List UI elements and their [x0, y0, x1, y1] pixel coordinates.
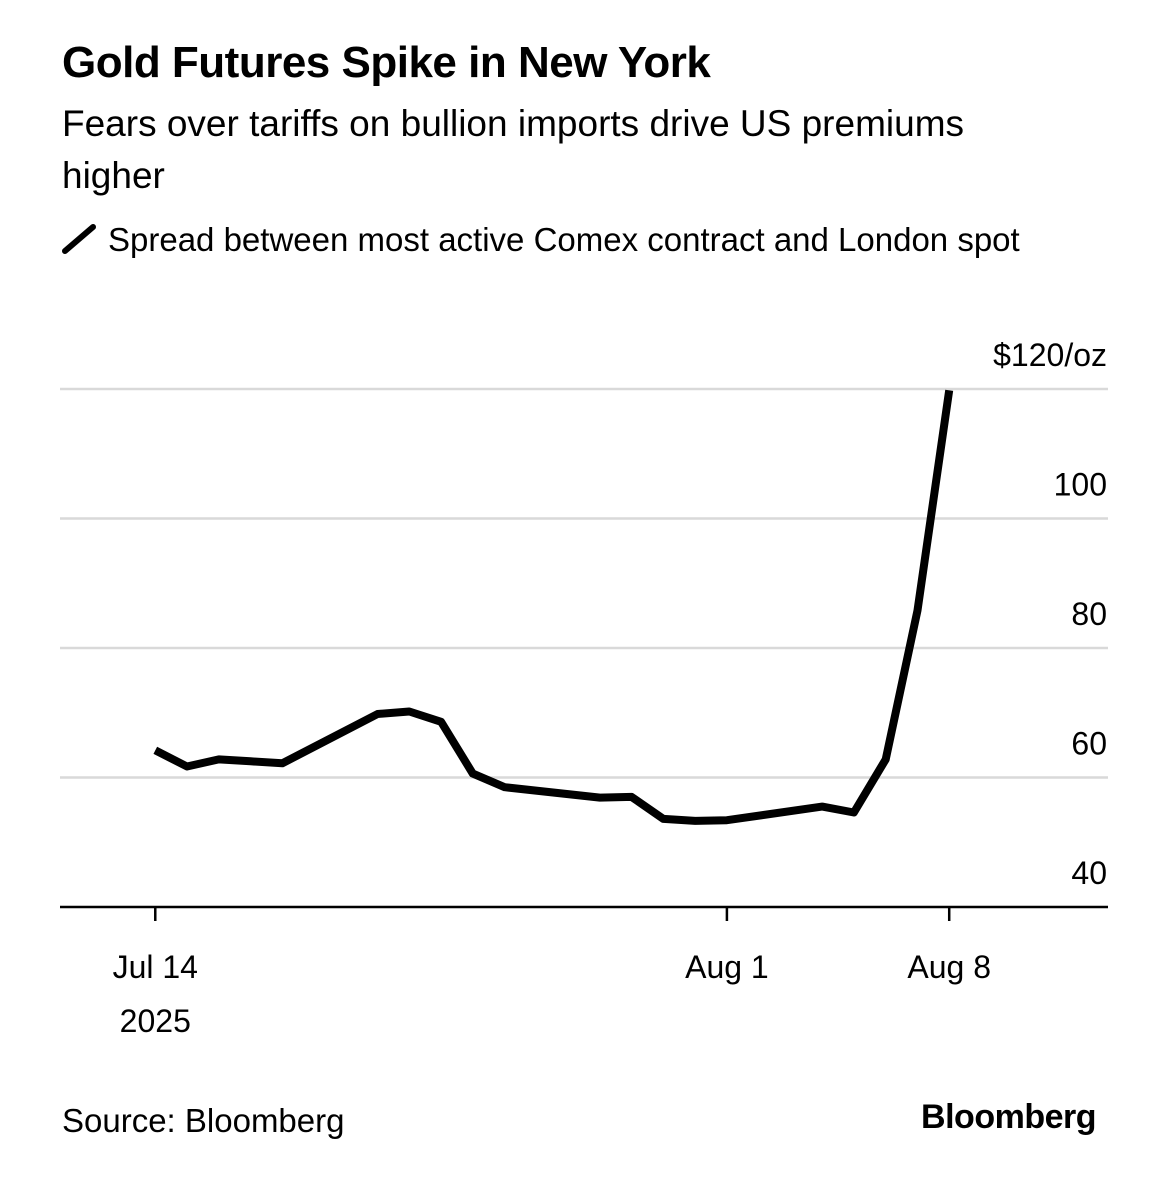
y-tick-label: 80 [1071, 596, 1107, 632]
legend-label: Spread between most active Comex contrac… [108, 221, 1020, 258]
legend-line-icon [62, 224, 96, 254]
series-line [153, 389, 954, 825]
bloomberg-logo: Bloomberg [921, 1098, 1096, 1136]
y-tick-label: $120/oz [993, 337, 1107, 373]
legend: Spread between most active Comex contrac… [62, 218, 1102, 262]
chart-title: Gold Futures Spike in New York [62, 38, 711, 87]
chart-subtitle: Fears over tariffs on bullion imports dr… [62, 103, 965, 196]
x-tick-label: Jul 14 [113, 949, 198, 985]
source-note: Source: Bloomberg [62, 1102, 345, 1139]
y-tick-label: 40 [1071, 855, 1107, 891]
series-points [155, 390, 950, 822]
gridlines [60, 387, 1108, 779]
y-tick-label: 100 [1054, 467, 1107, 503]
x-tick-sublabel: 2025 [120, 1003, 191, 1039]
y-tick-label: 60 [1071, 726, 1107, 762]
y-axis-labels: $120/oz 100 80 60 40 [993, 337, 1107, 891]
x-tick-label: Aug 8 [907, 949, 991, 985]
x-axis-ticks: Jul 14 2025 Aug 1 Aug 8 [113, 907, 991, 1039]
x-tick-label: Aug 1 [685, 949, 769, 985]
